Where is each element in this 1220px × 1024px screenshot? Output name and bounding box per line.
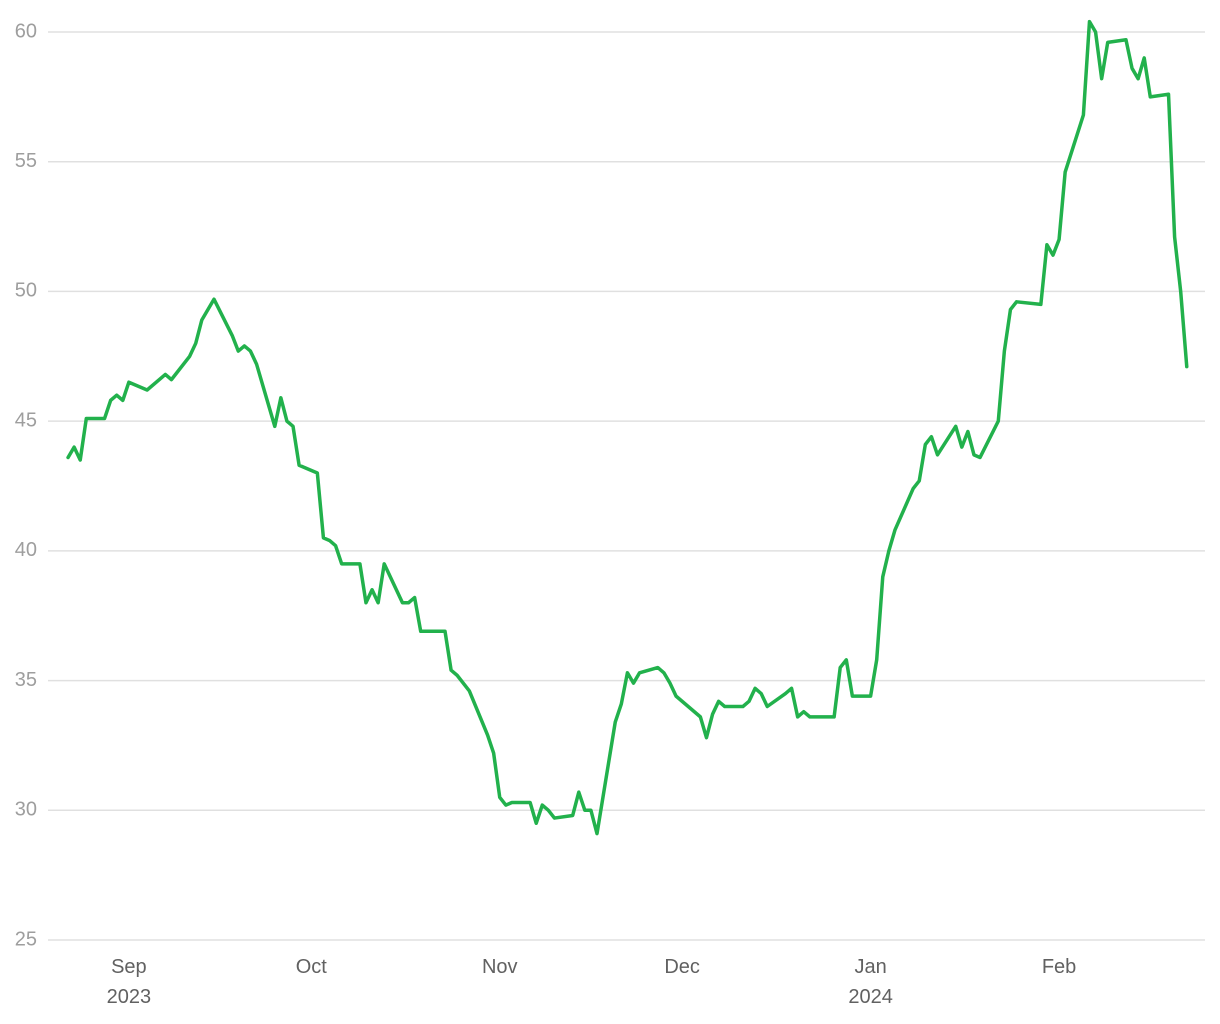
price-line [66, 19, 1189, 836]
x-tick-label: Jan [854, 956, 886, 978]
y-tick-label: 30 [15, 799, 37, 821]
x-tick-label: Oct [296, 956, 328, 978]
y-tick-label: 60 [15, 20, 37, 42]
x-tick-year: 2023 [107, 986, 152, 1008]
x-tick-year: 2024 [848, 986, 893, 1008]
x-tick-label: Feb [1042, 956, 1076, 978]
x-tick-label: Sep [111, 956, 147, 978]
y-tick-label: 40 [15, 539, 37, 561]
y-tick-label: 55 [15, 150, 37, 172]
y-tick-label: 50 [15, 280, 37, 302]
y-tick-label: 35 [15, 669, 37, 691]
x-tick-label: Dec [664, 956, 700, 978]
x-tick-label: Nov [482, 956, 518, 978]
y-tick-label: 25 [15, 928, 37, 950]
y-tick-label: 45 [15, 409, 37, 431]
